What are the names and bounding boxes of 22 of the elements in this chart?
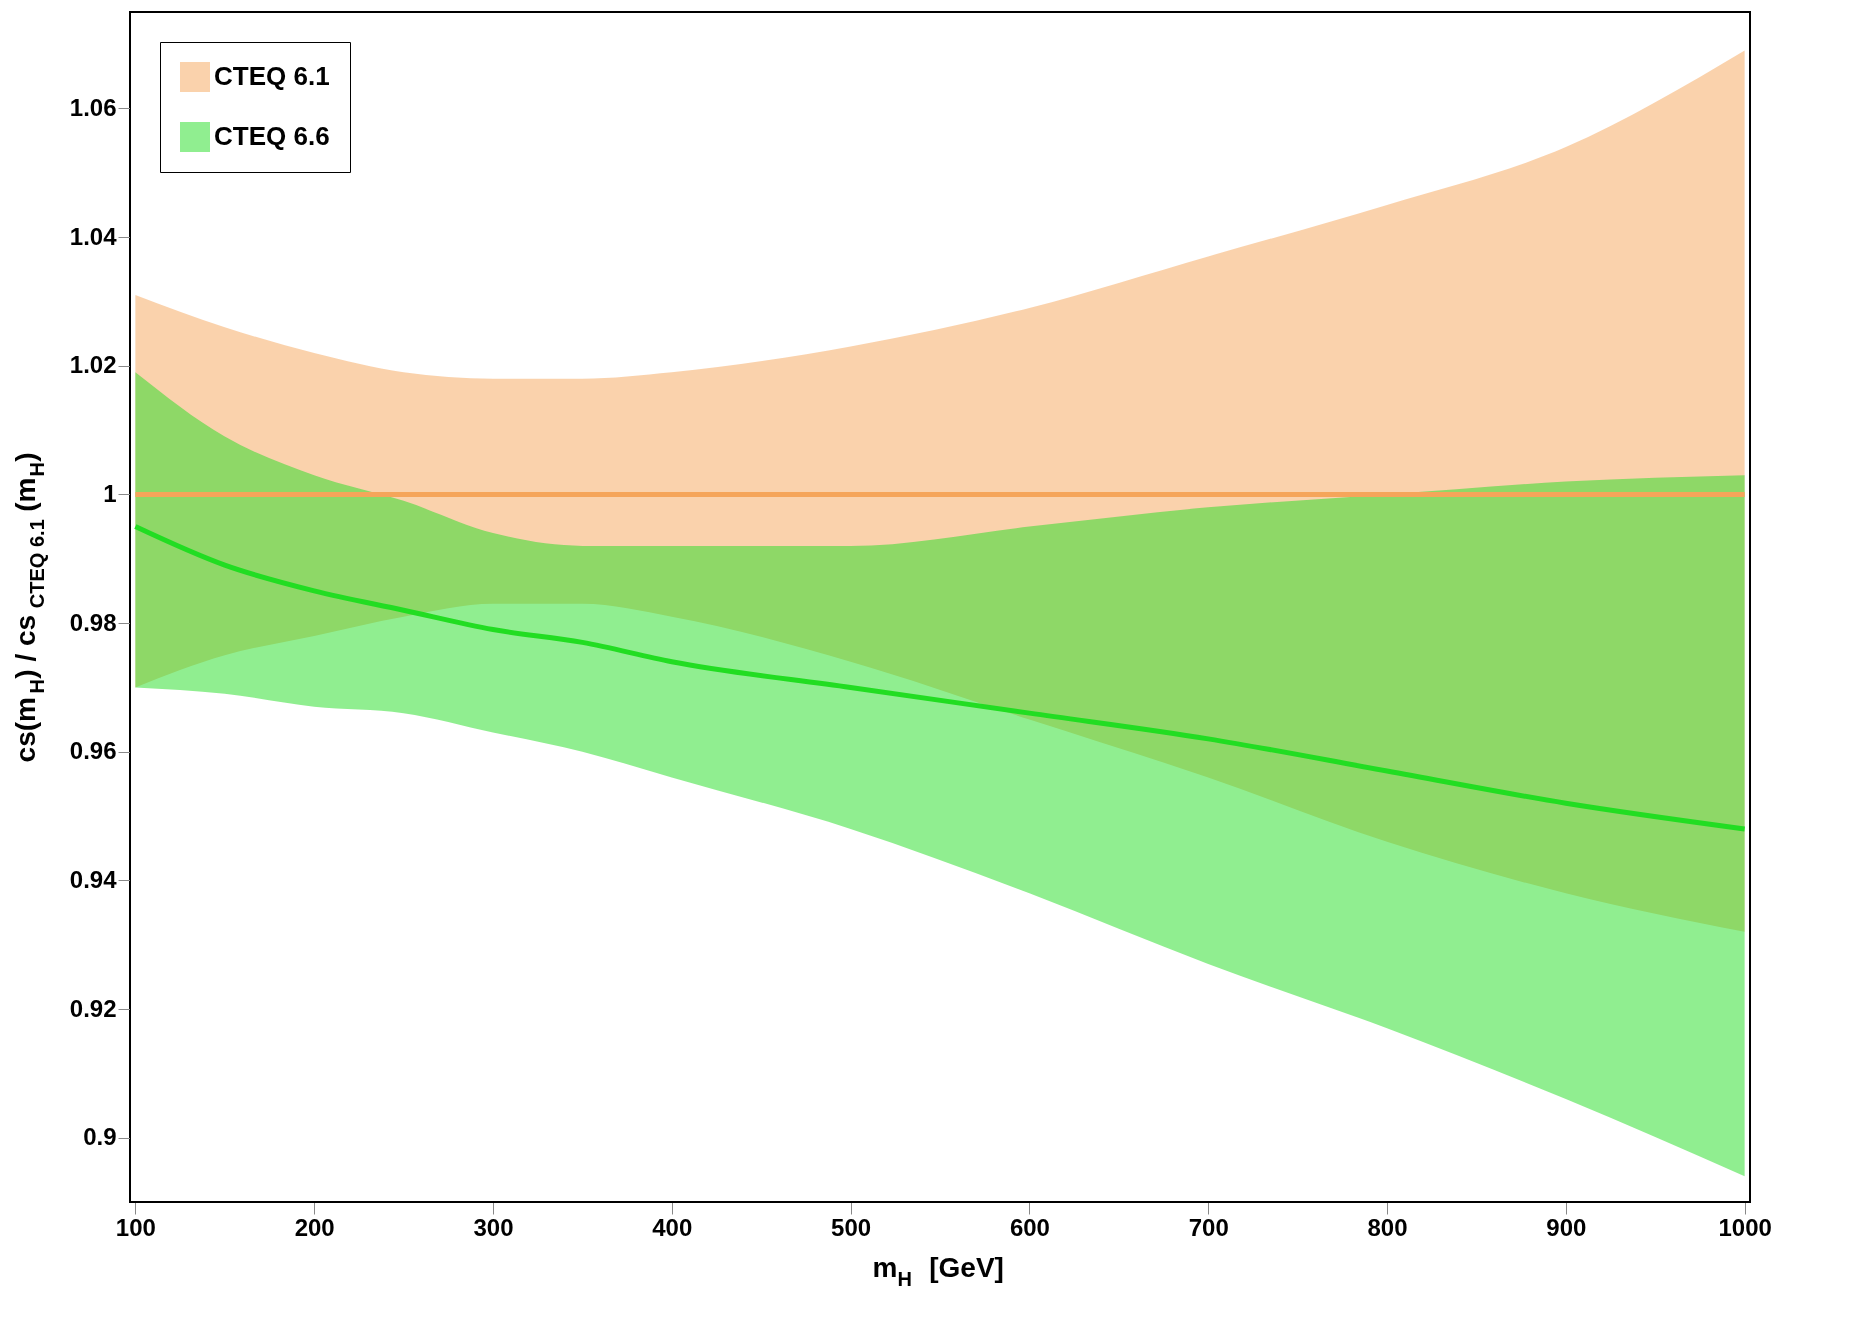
x-tick-label: 600 xyxy=(1009,1213,1050,1241)
x-tick-label: 400 xyxy=(652,1213,693,1241)
x-tick-label: 1000 xyxy=(1718,1213,1772,1241)
y-tick-label: 1.04 xyxy=(69,222,118,250)
x-tick-label: 200 xyxy=(294,1213,335,1241)
y-tick-label: 0.92 xyxy=(69,994,117,1022)
y-tick-label: 1.06 xyxy=(69,93,117,121)
x-tick-label: 500 xyxy=(831,1213,872,1241)
x-tick-label: 700 xyxy=(1188,1213,1229,1241)
legend-label: CTEQ 6.6 xyxy=(214,121,330,151)
y-tick-label: 0.98 xyxy=(69,608,117,636)
x-tick-label: 100 xyxy=(115,1213,156,1241)
x-tick-label: 900 xyxy=(1546,1213,1587,1241)
y-tick-label: 0.96 xyxy=(69,737,117,765)
y-tick-label: 1.02 xyxy=(69,351,117,379)
y-tick-label: 1 xyxy=(103,479,117,507)
x-tick-label: 300 xyxy=(473,1213,514,1241)
y-tick-label: 0.9 xyxy=(83,1123,117,1151)
x-tick-label: 800 xyxy=(1367,1213,1408,1241)
y-tick-label: 0.94 xyxy=(69,865,118,893)
legend-label: CTEQ 6.1 xyxy=(214,61,330,91)
y-axis-title: cs(mH) / csCTEQ 6.1(mH) xyxy=(10,452,48,763)
